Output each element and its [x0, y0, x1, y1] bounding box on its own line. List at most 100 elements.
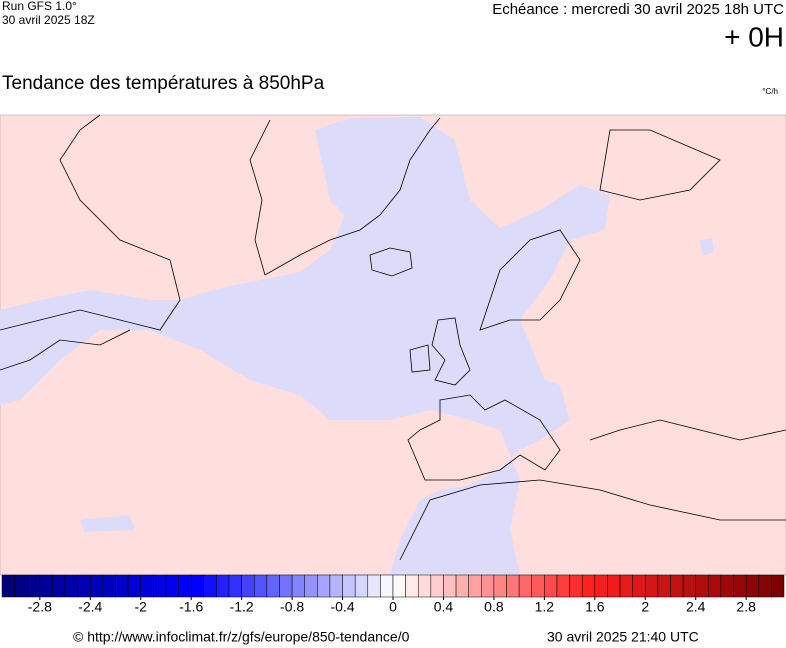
- colorbar-cell: [228, 574, 242, 598]
- colorbar-tick-label: 0: [389, 599, 397, 615]
- coastlines: [0, 114, 786, 561]
- colorbar-cell: [645, 574, 659, 598]
- run-date: 30 avril 2025 18Z: [2, 13, 95, 27]
- map-title: Tendance des températures à 850hPa: [2, 73, 325, 94]
- footer-date: 30 avril 2025 21:40 UTC: [547, 629, 699, 645]
- offset: + 0H: [724, 21, 784, 52]
- colorbar-cell: [254, 574, 268, 598]
- colorbar-cell: [354, 574, 369, 598]
- colorbar-tick-label: -2.4: [78, 599, 102, 615]
- colorbar-cell: [153, 574, 167, 598]
- colorbar-cell: [518, 574, 532, 598]
- colorbar-tick-label: -1.6: [179, 599, 203, 615]
- colorbar-cell: [405, 574, 419, 598]
- colorbar-cell: [77, 574, 91, 598]
- colorbar-cell: [506, 574, 520, 598]
- colorbar-cell: [279, 574, 293, 598]
- colorbar-cell: [140, 574, 154, 598]
- colorbar-cell: [708, 574, 722, 598]
- colorbar-tick-label: 0.8: [484, 599, 504, 615]
- black-sea-coast: [589, 419, 786, 441]
- colorbar-cell: [430, 574, 444, 598]
- colorbar-cell: [304, 574, 318, 598]
- run-label: Run GFS 1.0°: [2, 0, 77, 13]
- colorbar-tick-label: -1.2: [230, 599, 254, 615]
- colorbar-cell: [569, 574, 583, 598]
- colorbar-cell: [619, 574, 633, 598]
- colorbar-cell: [102, 574, 116, 598]
- colorbar-cell: [758, 574, 772, 598]
- colorbar-tick-label: 1.2: [535, 599, 555, 615]
- colorbar-tick-label: 1.6: [585, 599, 605, 615]
- colorbar-cell: [544, 574, 558, 598]
- echeance: Echéance : mercredi 30 avril 2025 18h UT…: [492, 1, 784, 18]
- colorbar-cell: [39, 574, 53, 598]
- colorbar-cell: [64, 574, 78, 598]
- scandinavia: [479, 229, 581, 331]
- ireland: [409, 344, 431, 373]
- colorbar-cell: [178, 574, 192, 598]
- kola: [599, 129, 721, 201]
- britain: [431, 317, 471, 386]
- colorbar-cell: [203, 574, 217, 598]
- colorbar-cell: [556, 574, 570, 598]
- colorbar-cell: [468, 574, 482, 598]
- iceland: [369, 247, 413, 277]
- colorbar-cell: [241, 574, 255, 598]
- colorbar-cell: [594, 574, 608, 598]
- colorbar-cell: [682, 574, 696, 598]
- cooling-area: [0, 117, 610, 575]
- colorbar-cell: [670, 574, 684, 598]
- colorbar-cell: [455, 574, 469, 598]
- colorbar-cell: [581, 574, 596, 598]
- cooling-spot: [700, 238, 714, 256]
- colorbar-cell: [443, 574, 457, 598]
- colorbar-cell: [165, 574, 179, 598]
- colorbar-cell: [90, 574, 104, 598]
- colorbar-cell: [733, 574, 747, 598]
- colorbar-tick-label: -2.8: [28, 599, 52, 615]
- colorbar-tick-label: 0.4: [434, 599, 454, 615]
- greenland-west: [249, 119, 271, 276]
- map: [0, 114, 786, 576]
- colorbar-cell: [329, 574, 343, 598]
- colorbar-cell: [342, 574, 356, 598]
- unit: °C/h: [762, 87, 778, 96]
- colorbar-cell: [417, 574, 432, 598]
- colorbar-cell: [216, 574, 230, 598]
- colorbar-cell: [771, 574, 785, 598]
- north-america: [0, 114, 181, 331]
- colorbar-tick-label: -2: [135, 599, 148, 615]
- colorbar: -2.8 -2.4 -2 -1.6 -1.2 -0.8 -0.4 0 0.4 0.8 1.2 1.6 2…: [1, 574, 785, 615]
- newfoundland: [0, 329, 131, 371]
- footer-url: © http://www.infoclimat.fr/z/gfs/europe/…: [73, 629, 410, 645]
- colorbar-cell: [745, 574, 760, 598]
- colorbar-tick-label: -0.4: [330, 599, 354, 615]
- colorbar-cell: [607, 574, 621, 598]
- colorbar-cell: [190, 574, 205, 598]
- cooling-spot: [80, 515, 135, 532]
- colorbar-cell: [266, 574, 280, 598]
- colorbar-cell: [26, 574, 41, 598]
- colorbar-cell: [115, 574, 129, 598]
- colorbar-cell: [392, 574, 406, 598]
- colorbar-tick-label: 2: [641, 599, 649, 615]
- colorbar-cell: [481, 574, 495, 598]
- colorbar-cell: [695, 574, 709, 598]
- colorbar-tick-label: 2.4: [686, 599, 706, 615]
- colorbar-cell: [367, 574, 381, 598]
- colorbar-cell: [720, 574, 734, 598]
- north-africa: [399, 479, 786, 561]
- colorbar-cell: [14, 574, 28, 598]
- colorbar-tick-label: -0.8: [280, 599, 304, 615]
- iberia-france: [407, 394, 561, 481]
- colorbar-cell: [291, 574, 305, 598]
- greenland-coast: [264, 117, 441, 276]
- colorbar-cell: [1, 574, 15, 598]
- colorbar-cell: [493, 574, 507, 598]
- colorbar-cell: [657, 574, 671, 598]
- colorbar-cell: [317, 574, 331, 598]
- colorbar-cell: [632, 574, 646, 598]
- colorbar-cell: [127, 574, 141, 598]
